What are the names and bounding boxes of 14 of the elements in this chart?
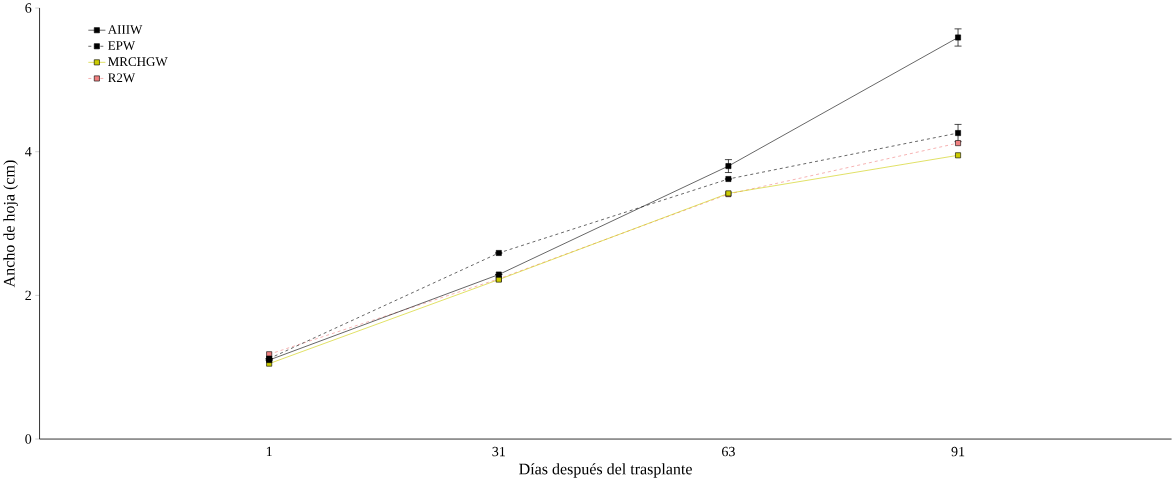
y-tick-label: 4 (25, 147, 32, 157)
legend-label: R2W (108, 73, 136, 83)
legend-label: AIIIW (107, 25, 143, 34)
legend-label: MRCHGW (108, 57, 168, 67)
x-axis-title: Días después del trasplante (519, 463, 692, 478)
x-tick-label: 1 (266, 446, 272, 457)
y-axis-title: Ancho de hoja (cm) (3, 160, 18, 288)
legend-label: EPW (108, 41, 136, 50)
x-tick-label: 63 (722, 446, 735, 457)
y-tick-label: 6 (25, 3, 32, 13)
x-tick-label: 31 (492, 446, 505, 457)
y-tick-label: 0 (25, 434, 32, 444)
x-tick-label: 91 (951, 446, 965, 457)
y-tick-label: 2 (25, 290, 31, 301)
